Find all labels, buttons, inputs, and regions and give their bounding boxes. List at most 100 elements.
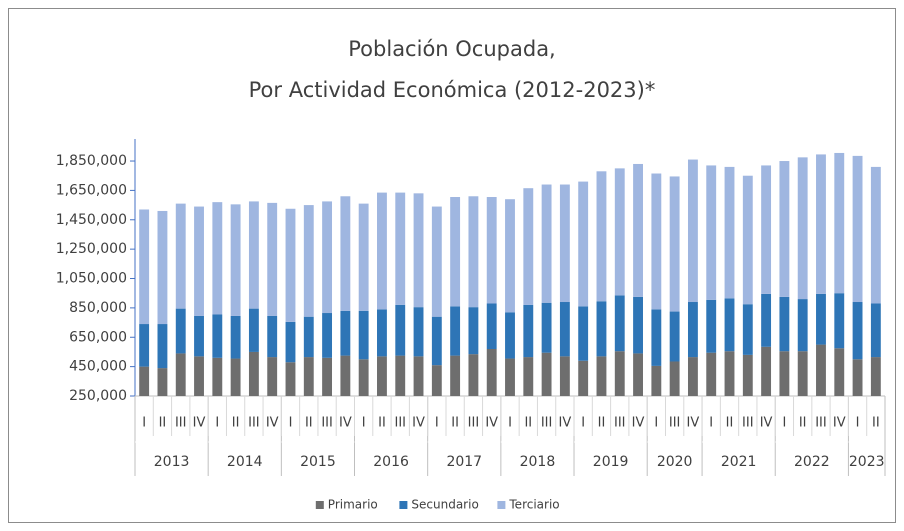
x-tick-label: I bbox=[508, 416, 512, 431]
bar-segment bbox=[340, 310, 351, 356]
bar-segment bbox=[614, 295, 625, 352]
bar-segment bbox=[248, 201, 259, 309]
bar-segment bbox=[303, 205, 314, 317]
x-tick-label: III bbox=[815, 416, 827, 431]
bar-segment bbox=[541, 184, 552, 303]
bar-segment bbox=[322, 357, 333, 396]
bar-segment bbox=[450, 306, 461, 356]
bar-segment bbox=[779, 161, 790, 297]
y-tick-label: 450,000 bbox=[69, 359, 127, 375]
bar-segment bbox=[834, 152, 845, 294]
bar-segment bbox=[377, 192, 387, 310]
bar-segment bbox=[486, 197, 497, 304]
y-tick-label: 1,650,000 bbox=[56, 182, 127, 198]
bar-segment bbox=[194, 315, 204, 357]
y-tick-label: 1,450,000 bbox=[56, 212, 127, 228]
year-label: 2017 bbox=[446, 454, 482, 470]
bar-segment bbox=[816, 293, 826, 345]
bar-segment bbox=[669, 361, 680, 396]
x-tick-label: I bbox=[782, 416, 786, 431]
bar-segment bbox=[450, 355, 461, 396]
x-tick-label: IV bbox=[760, 416, 773, 431]
bar-segment bbox=[175, 353, 186, 396]
bar-segment bbox=[559, 184, 570, 303]
x-tick-label: IV bbox=[632, 416, 645, 431]
bar-segment bbox=[870, 166, 881, 304]
bar-segment bbox=[578, 360, 589, 396]
x-tick-label: IV bbox=[833, 416, 846, 431]
x-tick-label: IV bbox=[559, 416, 572, 431]
bar-segment bbox=[175, 308, 186, 354]
bar-segment bbox=[724, 166, 735, 299]
bar-segment bbox=[852, 359, 863, 396]
bar-segment bbox=[194, 356, 204, 396]
x-tick-label: I bbox=[362, 416, 366, 431]
x-tick-label: II bbox=[305, 416, 313, 431]
x-tick-label: III bbox=[175, 416, 187, 431]
bar-segment bbox=[413, 193, 424, 308]
bar-segment bbox=[724, 351, 735, 396]
bar-segment bbox=[852, 302, 863, 360]
bar-segment bbox=[395, 192, 406, 305]
x-tick-label: II bbox=[451, 416, 459, 431]
x-tick-label: IV bbox=[485, 416, 498, 431]
legend-label: Primario bbox=[328, 498, 378, 512]
bar-segment bbox=[194, 206, 204, 316]
bar-segment bbox=[816, 154, 826, 294]
x-tick-label: I bbox=[709, 416, 713, 431]
x-tick-label: I bbox=[856, 416, 860, 431]
bar-segment bbox=[322, 201, 333, 314]
bar-segment bbox=[267, 357, 278, 396]
bar-segment bbox=[779, 351, 790, 396]
bar-segment bbox=[248, 351, 259, 396]
bar-segment bbox=[797, 351, 808, 396]
bar-segment bbox=[724, 298, 735, 352]
year-label: 2018 bbox=[520, 454, 556, 470]
bar-segment bbox=[230, 204, 241, 316]
bar-segment bbox=[358, 310, 369, 360]
bar-segment bbox=[596, 171, 607, 302]
x-tick-label: II bbox=[378, 416, 386, 431]
bar-segment bbox=[669, 311, 680, 362]
bar-segment bbox=[505, 358, 515, 396]
bar-segment bbox=[852, 155, 863, 303]
bar-segment bbox=[816, 344, 826, 396]
bar-segment bbox=[175, 203, 186, 309]
year-label: 2023 bbox=[849, 454, 885, 470]
bar-segment bbox=[505, 199, 515, 313]
x-tick-label: I bbox=[142, 416, 146, 431]
bar-segment bbox=[285, 208, 296, 322]
bar-segment bbox=[322, 313, 333, 358]
bar-segment bbox=[870, 303, 881, 358]
bar-segment bbox=[761, 293, 772, 347]
year-label: 2016 bbox=[373, 454, 409, 470]
bar-segment bbox=[797, 157, 808, 300]
x-tick-label: II bbox=[159, 416, 167, 431]
chart-title: Población Ocupada, bbox=[348, 37, 555, 61]
x-tick-label: I bbox=[289, 416, 293, 431]
bar-segment bbox=[834, 293, 845, 349]
legend-swatch bbox=[399, 501, 408, 509]
year-label: 2014 bbox=[227, 454, 263, 470]
bar-segment bbox=[212, 202, 223, 315]
bar-segment bbox=[377, 356, 387, 396]
bar-segment bbox=[157, 210, 168, 325]
bar-segment bbox=[413, 356, 424, 396]
bar-segment bbox=[431, 365, 442, 396]
x-tick-label: IV bbox=[412, 416, 425, 431]
bar-segment bbox=[761, 165, 772, 294]
bar-segment bbox=[651, 173, 662, 310]
chart-subtitle: Por Actividad Económica (2012-2023)* bbox=[249, 78, 656, 102]
bar-segment bbox=[541, 352, 552, 396]
bar-segment bbox=[578, 306, 589, 361]
legend-label: Secundario bbox=[411, 498, 478, 512]
legend-swatch bbox=[315, 501, 324, 509]
bar-segment bbox=[523, 357, 534, 396]
bar-segment bbox=[578, 181, 589, 307]
x-tick-label: I bbox=[435, 416, 439, 431]
x-tick-label: III bbox=[669, 416, 681, 431]
bar-segment bbox=[633, 163, 643, 297]
x-tick-label: II bbox=[598, 416, 606, 431]
x-tick-label: II bbox=[872, 416, 880, 431]
